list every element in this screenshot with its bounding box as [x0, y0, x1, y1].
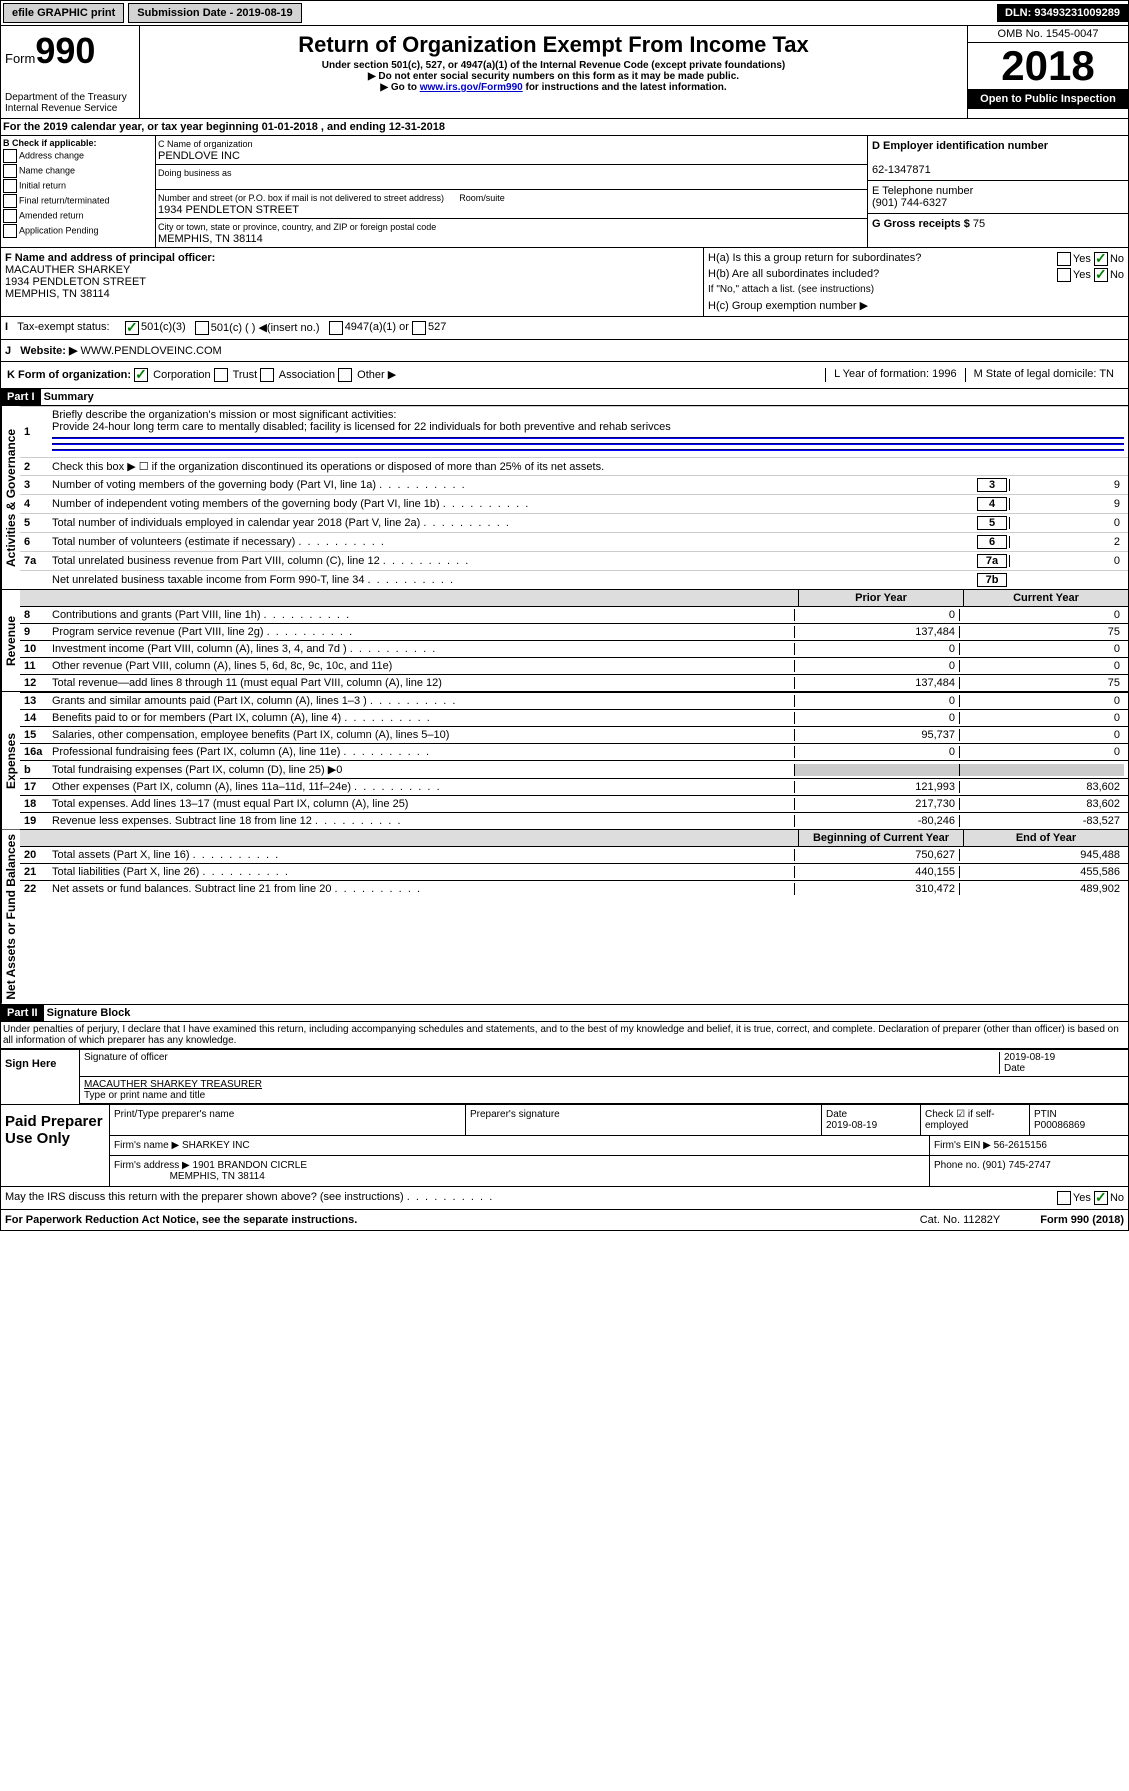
cb-501c[interactable] — [195, 321, 209, 335]
telephone: (901) 744-6327 — [872, 197, 947, 209]
line6-value: 2 — [1009, 536, 1124, 548]
firm-name: SHARKEY INC — [182, 1140, 250, 1151]
footer-row: For Paperwork Reduction Act Notice, see … — [0, 1210, 1129, 1231]
form-number-cell: Form990 Department of the Treasury Inter… — [1, 26, 140, 118]
paid-preparer-label: Paid Preparer Use Only — [1, 1105, 110, 1186]
line7a-value: 0 — [1009, 555, 1124, 567]
year-formation: L Year of formation: 1996 — [825, 368, 965, 382]
cb-final-return[interactable]: Final return/terminated — [3, 194, 153, 208]
principal-officer-row: F Name and address of principal officer:… — [0, 248, 1129, 317]
box-c: C Name of organizationPENDLOVE INC Doing… — [156, 136, 867, 247]
officer-name: MACAUTHER SHARKEY — [5, 264, 130, 276]
line5-value: 0 — [1009, 517, 1124, 529]
revenue-section: Revenue Prior YearCurrent Year 8Contribu… — [0, 590, 1129, 692]
header-link-row: ▶ Go to www.irs.gov/Form990 for instruct… — [144, 82, 963, 93]
instructions-link[interactable]: www.irs.gov/Form990 — [420, 82, 523, 93]
cb-corporation[interactable] — [134, 368, 148, 382]
expenses-section: Expenses 13Grants and similar amounts pa… — [0, 692, 1129, 830]
ptin-value: P00086869 — [1034, 1120, 1085, 1131]
tax-year-big: 2018 — [968, 43, 1128, 89]
cb-other[interactable] — [338, 368, 352, 382]
revenue-label: Revenue — [1, 590, 20, 691]
org-city: MEMPHIS, TN 38114 — [158, 233, 263, 245]
catalog-number: Cat. No. 11282Y — [920, 1214, 1001, 1226]
dln-label: DLN: 93493231009289 — [997, 4, 1128, 22]
firm-address: 1901 BRANDON CICRLE — [193, 1160, 307, 1171]
cb-discuss-no[interactable] — [1094, 1191, 1108, 1205]
org-name: PENDLOVE INC — [158, 150, 240, 162]
form-org-row: K Form of organization: Corporation Trus… — [0, 362, 1129, 389]
form-number: 990 — [35, 30, 95, 71]
omb-number: OMB No. 1545-0047 — [968, 26, 1128, 43]
discuss-row: May the IRS discuss this return with the… — [0, 1187, 1129, 1210]
cb-association[interactable] — [260, 368, 274, 382]
tax-status-row: I Tax-exempt status: 501(c)(3) 501(c) ( … — [0, 317, 1129, 340]
cb-amended-return[interactable]: Amended return — [3, 209, 153, 223]
org-address: 1934 PENDLETON STREET — [158, 204, 299, 216]
box-f: F Name and address of principal officer:… — [1, 248, 704, 316]
line4-value: 9 — [1009, 498, 1124, 510]
sign-here-label: Sign Here — [1, 1050, 80, 1104]
cb-address-change[interactable]: Address change — [3, 149, 153, 163]
header-right: OMB No. 1545-0047 2018 Open to Public In… — [967, 26, 1128, 118]
website-value: WWW.PENDLOVEINC.COM — [81, 345, 222, 357]
form-header: Form990 Department of the Treasury Inter… — [0, 26, 1129, 119]
top-toolbar: efile GRAPHIC print Submission Date - 20… — [0, 0, 1129, 26]
mission-text: Provide 24-hour long term care to mental… — [52, 421, 671, 433]
org-info-section: B Check if applicable: Address change Na… — [0, 136, 1129, 248]
firm-ein: 56-2615156 — [994, 1140, 1047, 1151]
box-h: H(a) Is this a group return for subordin… — [704, 248, 1128, 316]
cb-4947[interactable] — [329, 321, 343, 335]
ein: 62-1347871 — [872, 164, 931, 176]
part1-header: Part I Summary — [0, 389, 1129, 406]
governance-section: Activities & Governance 1Briefly describ… — [0, 406, 1129, 590]
submission-date-button[interactable]: Submission Date - 2019-08-19 — [128, 3, 301, 23]
net-assets-label: Net Assets or Fund Balances — [1, 830, 20, 1004]
department-label: Department of the Treasury Internal Reve… — [5, 92, 135, 114]
net-assets-section: Net Assets or Fund Balances Beginning of… — [0, 830, 1129, 1005]
header-subtitle: Under section 501(c), 527, or 4947(a)(1)… — [144, 60, 963, 71]
signature-block: Sign Here Signature of officer2019-08-19… — [0, 1049, 1129, 1105]
paid-preparer-block: Paid Preparer Use Only Print/Type prepar… — [0, 1105, 1129, 1187]
form-label: Form — [5, 51, 35, 66]
open-public-badge: Open to Public Inspection — [968, 89, 1128, 109]
tax-year-row: For the 2019 calendar year, or tax year … — [0, 119, 1129, 136]
box-deg: D Employer identification number62-13478… — [867, 136, 1128, 247]
cb-name-change[interactable]: Name change — [3, 164, 153, 178]
cb-discuss-yes[interactable] — [1057, 1191, 1071, 1205]
declaration-text: Under penalties of perjury, I declare th… — [0, 1022, 1129, 1049]
cb-trust[interactable] — [214, 368, 228, 382]
efile-button[interactable]: efile GRAPHIC print — [3, 3, 124, 23]
cb-application-pending[interactable]: Application Pending — [3, 224, 153, 238]
firm-phone: (901) 745-2747 — [982, 1160, 1050, 1171]
expenses-label: Expenses — [1, 692, 20, 829]
form-title: Return of Organization Exempt From Incom… — [144, 32, 963, 58]
cb-527[interactable] — [412, 321, 426, 335]
part2-header: Part II Signature Block — [0, 1005, 1129, 1022]
state-domicile: M State of legal domicile: TN — [965, 368, 1122, 382]
officer-signature-name: MACAUTHER SHARKEY TREASURER — [84, 1079, 262, 1090]
gross-receipts: 75 — [973, 218, 985, 230]
header-privacy: ▶ Do not enter social security numbers o… — [144, 71, 963, 82]
cb-501c3[interactable] — [125, 321, 139, 335]
cb-initial-return[interactable]: Initial return — [3, 179, 153, 193]
governance-label: Activities & Governance — [1, 406, 20, 589]
website-row: J Website: ▶ WWW.PENDLOVEINC.COM — [0, 340, 1129, 362]
line3-value: 9 — [1009, 479, 1124, 491]
box-b: B Check if applicable: Address change Na… — [1, 136, 156, 247]
header-title-block: Return of Organization Exempt From Incom… — [140, 26, 967, 118]
form-footer: Form 990 (2018) — [1040, 1214, 1124, 1226]
